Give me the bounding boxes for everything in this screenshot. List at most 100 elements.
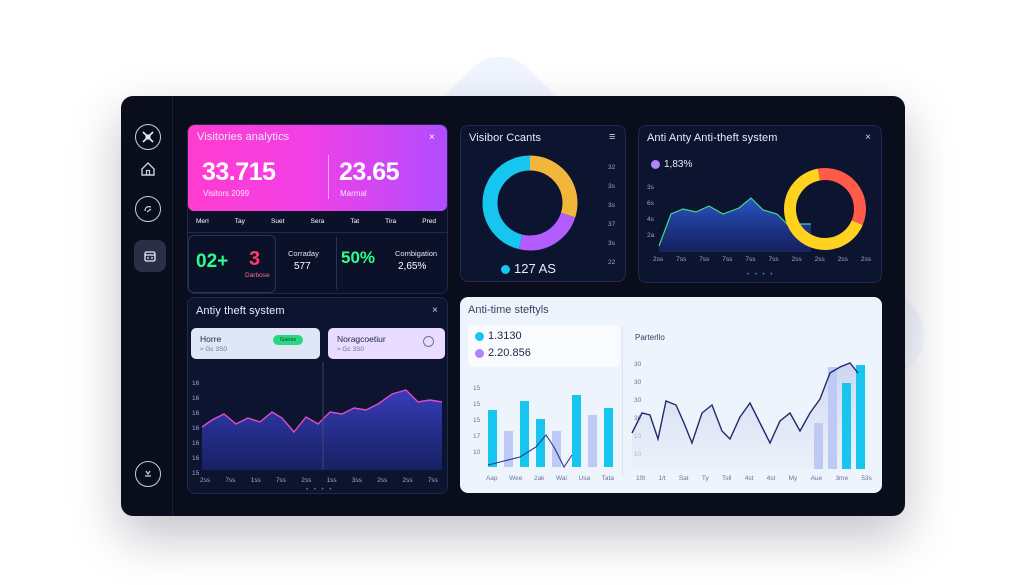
tick-label: 1ss <box>326 477 337 484</box>
storage-icon[interactable] <box>134 240 166 272</box>
anti-theft-bottom-panel: Antiy theft system × Horre ≈ Gc 3S0 Gans… <box>187 297 448 494</box>
tick-label: 7ss <box>225 477 236 484</box>
tick-label: 3s <box>647 184 654 191</box>
tick-label: 16 <box>192 410 200 417</box>
close-icon[interactable]: × <box>432 305 438 316</box>
day-label: Tira <box>385 218 397 225</box>
visitor-donut-chart <box>482 155 578 251</box>
tick-label: 4st <box>744 475 754 482</box>
legend-dot <box>651 159 660 169</box>
tick-label: 7ss <box>275 477 287 484</box>
day-label: Suet <box>271 218 285 225</box>
tick-label: Sat <box>678 475 689 482</box>
dashboard-window: Visitories analytics × 33.715 Visitors 2… <box>121 96 905 516</box>
settings-icon[interactable] <box>135 461 161 487</box>
visitor-total-value: 127 AS <box>514 261 556 276</box>
tick-label: Tata <box>601 475 614 482</box>
tick-label: My <box>788 475 798 482</box>
secondary-label: Marmal <box>340 189 367 198</box>
anti-time-bar-chart <box>487 395 613 469</box>
tools-icon[interactable] <box>135 124 161 150</box>
tick-label: 30 <box>634 361 642 368</box>
tick-label: 2ak <box>533 475 545 482</box>
tick-label: 16 <box>192 395 200 402</box>
tick-label: Wee <box>509 475 523 482</box>
anti-theft-area-chart <box>202 362 443 470</box>
tick-label: 53s <box>861 475 872 482</box>
y-axis-ticks: 3s 6s 4s 2a <box>647 184 654 248</box>
anti-theft-area-chart <box>658 168 866 252</box>
pager-dots[interactable]: • • • • <box>306 487 334 493</box>
tick-label: 4st <box>766 475 776 482</box>
tick-label: 2ss <box>200 477 211 484</box>
anti-time-panel: Anti-time steftyls 1.3130 2.20.856 15 15 1… <box>460 297 882 493</box>
legend-value: 1.3130 <box>488 330 522 342</box>
tick-label: 1/t <box>658 475 666 482</box>
metric-percent: 50% <box>341 248 376 267</box>
visitors-analytics-panel: Visitories analytics × 33.715 Visitors 2… <box>187 124 448 294</box>
home-icon[interactable] <box>135 156 161 182</box>
close-icon[interactable]: × <box>429 132 435 143</box>
tick-label: 15 <box>473 417 481 424</box>
visitor-counts-panel: Visibor Ccants ≡ 127 AS 32 3s 3s 37 3s 22 <box>460 125 626 282</box>
tick-label: Aue <box>810 475 823 482</box>
status-card[interactable]: Noragcoetiur ≈ Gc 3S0 <box>328 328 445 359</box>
tick-label: 2ss <box>814 256 825 263</box>
tick-label: 2ss <box>402 477 413 484</box>
tick-label: 15 <box>473 385 481 392</box>
metric-box: 02+ 3 Darbose <box>188 235 276 293</box>
sidebar <box>121 96 173 516</box>
y-axis-ticks: 16 16 16 16 16 16 15 <box>192 380 199 485</box>
toggle-icon[interactable] <box>423 336 434 347</box>
tick-label: 3me <box>835 475 849 482</box>
visitors-label: Visitors 2099 <box>203 189 250 198</box>
tick-label: 30 <box>634 397 642 404</box>
tick-label: 16 <box>192 380 200 387</box>
metric-alerts-label: Darbose <box>245 272 270 279</box>
legend-box: 1.3130 2.20.856 <box>468 325 620 367</box>
metric-label: Combigation <box>395 249 438 258</box>
day-label: Merl <box>196 218 209 225</box>
tick-label: 3s <box>608 202 615 209</box>
day-label: Sera <box>310 218 325 225</box>
legend-value: 2.20.856 <box>488 347 531 359</box>
tick-label: 2ss <box>791 256 802 263</box>
tick-label: 37 <box>608 221 616 228</box>
tick-label: 6s <box>647 200 654 207</box>
status-badge: Ganss <box>273 335 303 345</box>
tick-label: 32 <box>608 164 616 171</box>
tick-label: 7ss <box>768 256 779 263</box>
legend-dot <box>475 348 484 358</box>
card-title: Horre <box>200 334 222 344</box>
tick-label: 2ss <box>860 256 871 263</box>
card-subtitle: ≈ Gc 3S0 <box>337 346 365 353</box>
tick-label: 16 <box>192 440 200 447</box>
pager-dots[interactable]: • • • • <box>747 272 775 278</box>
close-icon[interactable]: × <box>865 132 871 143</box>
visitor-total: 127 AS <box>501 261 556 276</box>
tick-label: 22 <box>608 259 616 266</box>
status-card[interactable]: Horre ≈ Gc 3S0 Ganss <box>191 328 320 359</box>
tick-label: 10t <box>636 475 646 482</box>
tick-label: Usa <box>578 475 591 482</box>
card-title: Noragcoetiur <box>337 334 386 344</box>
panel-title: Anti-time steftyls <box>468 304 549 316</box>
secondary-value: 23.65 <box>339 158 400 186</box>
menu-icon[interactable]: ≡ <box>609 131 616 143</box>
chart-label: Parterllo <box>635 333 665 342</box>
tick-label: 7ss <box>699 256 710 263</box>
tick-label: 7ss <box>745 256 756 263</box>
chat-icon[interactable] <box>135 196 161 222</box>
y-axis-ticks: 32 3s 3s 37 3s 22 <box>608 164 615 278</box>
visitors-highlight-card: Visitories analytics × 33.715 Visitors 2… <box>188 125 447 211</box>
day-label: Tay <box>234 218 245 225</box>
tick-label: 16 <box>192 455 200 462</box>
divider <box>328 155 329 199</box>
day-label: Pred <box>422 218 436 225</box>
tick-label: 4s <box>647 216 654 223</box>
tick-label: Ty <box>701 475 709 482</box>
panel-title: Anti Anty Anti-theft system <box>647 132 778 144</box>
tick-label: 15 <box>192 470 200 477</box>
tick-label: 3ss <box>351 477 362 484</box>
day-axis: Merl Tay Suet Sera Tat Tira Pred <box>196 218 436 225</box>
